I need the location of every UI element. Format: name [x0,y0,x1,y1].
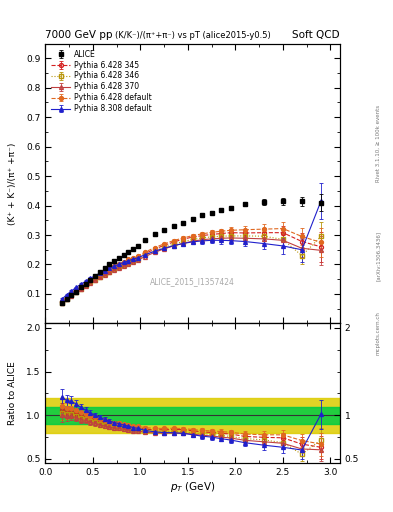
Text: mcplots.cern.ch: mcplots.cern.ch [376,311,380,355]
Text: ALICE_2015_I1357424: ALICE_2015_I1357424 [150,277,235,286]
Text: Rivet 3.1.10, ≥ 100k events: Rivet 3.1.10, ≥ 100k events [376,105,380,182]
Y-axis label: Ratio to ALICE: Ratio to ALICE [8,361,17,425]
Text: 7000 GeV pp: 7000 GeV pp [45,30,113,40]
Text: Soft QCD: Soft QCD [292,30,340,40]
Title: (K/K⁻)/(π⁺+π⁻) vs pT (alice2015-y0.5): (K/K⁻)/(π⁺+π⁻) vs pT (alice2015-y0.5) [115,31,270,40]
X-axis label: $\mathit{p_T}$ (GeV): $\mathit{p_T}$ (GeV) [170,480,215,494]
Legend: ALICE, Pythia 6.428 345, Pythia 6.428 346, Pythia 6.428 370, Pythia 6.428 defaul: ALICE, Pythia 6.428 345, Pythia 6.428 34… [49,47,154,116]
Text: [arXiv:1306.3436]: [arXiv:1306.3436] [376,231,380,281]
Y-axis label: (K⁺ + K⁻)/(π⁺ +π⁻): (K⁺ + K⁻)/(π⁺ +π⁻) [8,142,17,225]
